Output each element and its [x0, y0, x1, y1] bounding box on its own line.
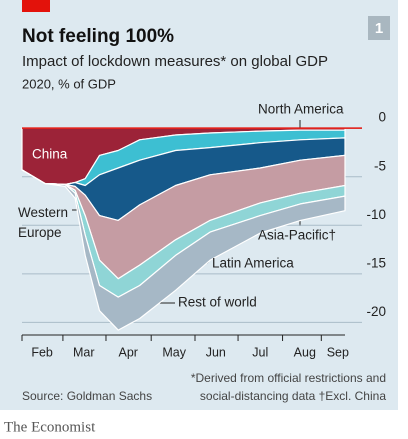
x-tick-label: Mar — [73, 345, 95, 359]
x-tick-label: Apr — [119, 345, 138, 359]
x-tick-label: May — [162, 345, 186, 359]
source: Source: Goldman Sachs — [22, 389, 152, 403]
unit-label: 2020, % of GDP — [22, 76, 116, 91]
series-label: North America — [258, 102, 344, 117]
x-tick-label: Jun — [206, 345, 226, 359]
x-tick-label: Aug — [294, 345, 316, 359]
footnote: *Derived from official restrictions and — [191, 371, 386, 385]
y-tick-label: -20 — [366, 304, 386, 319]
number-box — [368, 16, 390, 40]
x-tick-label: Feb — [31, 345, 53, 359]
footnote: social-distancing data †Excl. China — [200, 389, 386, 403]
series-label: China — [32, 147, 68, 162]
areas — [21, 127, 346, 331]
y-tick-label: -5 — [374, 158, 386, 173]
y-tick-label: -15 — [366, 255, 386, 270]
chart-subtitle: Impact of lockdown measures* on global G… — [22, 53, 328, 70]
x-tick-label: Jul — [252, 345, 268, 359]
series-label: Asia-Pacific† — [258, 228, 336, 243]
series-label: Western Europe — [18, 205, 68, 240]
red-tag — [22, 0, 50, 12]
y-tick-label: 0 — [378, 110, 386, 125]
y-tick-label: -10 — [366, 207, 386, 222]
publisher: The Economist — [4, 419, 96, 435]
chart-title: Not feeling 100% — [22, 26, 174, 47]
series-label: Latin America — [212, 256, 294, 271]
chart-number: 1 — [375, 20, 383, 37]
series-label: Rest of world — [178, 295, 257, 310]
x-tick-label: Sep — [327, 345, 349, 359]
area — [21, 169, 346, 331]
